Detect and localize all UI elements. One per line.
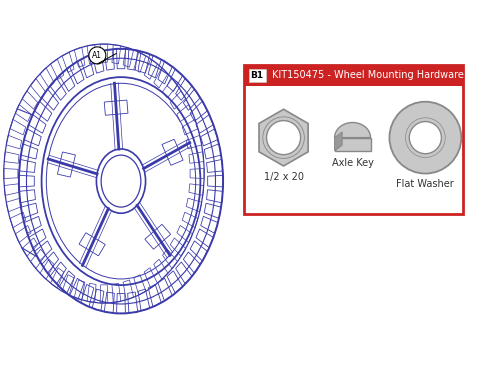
Text: Flat Washer: Flat Washer xyxy=(396,179,454,189)
Circle shape xyxy=(89,47,106,64)
Text: KIT150475 - Wheel Mounting Hardware: KIT150475 - Wheel Mounting Hardware xyxy=(272,70,464,80)
Text: B1: B1 xyxy=(250,71,264,80)
FancyBboxPatch shape xyxy=(244,65,463,86)
Circle shape xyxy=(410,122,442,154)
Polygon shape xyxy=(334,132,342,151)
Text: 1/2 x 20: 1/2 x 20 xyxy=(264,172,304,182)
Text: A1: A1 xyxy=(92,51,102,60)
Circle shape xyxy=(390,102,462,173)
FancyBboxPatch shape xyxy=(248,69,266,82)
Polygon shape xyxy=(334,138,370,151)
Circle shape xyxy=(266,121,300,155)
Polygon shape xyxy=(259,109,308,166)
FancyBboxPatch shape xyxy=(244,65,463,214)
Polygon shape xyxy=(334,123,370,138)
Circle shape xyxy=(406,118,445,157)
Text: Axle Key: Axle Key xyxy=(332,158,374,168)
